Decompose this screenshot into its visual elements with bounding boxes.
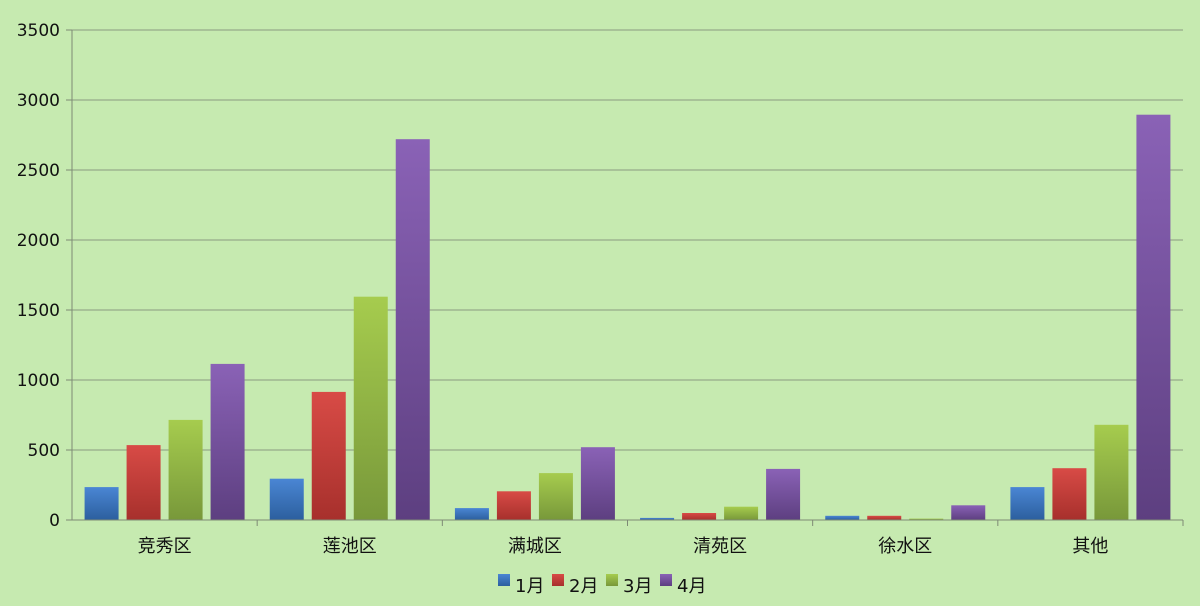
y-tick-label: 3000 bbox=[17, 91, 60, 111]
bar-1 bbox=[825, 515, 860, 520]
y-tick-label: 2000 bbox=[17, 231, 60, 251]
axes: 0 500 1000 1500 2000 2500 3000 3500 竞秀区 莲池区 满城区 清苑区… bbox=[17, 21, 1184, 557]
category-label: 莲池区 bbox=[323, 536, 377, 557]
bar-3 bbox=[538, 473, 573, 520]
legend-swatch bbox=[660, 574, 672, 586]
bar-2 bbox=[867, 515, 902, 520]
bar-4 bbox=[1136, 114, 1171, 520]
bar-1 bbox=[84, 487, 119, 520]
bar-3 bbox=[724, 506, 759, 520]
bar-3 bbox=[1094, 424, 1129, 520]
legend-swatch bbox=[606, 574, 618, 586]
legend-label: 4月 bbox=[677, 576, 706, 597]
category-label: 徐水区 bbox=[878, 536, 932, 557]
y-tick-label: 3500 bbox=[17, 21, 60, 41]
bar-4 bbox=[951, 505, 986, 520]
bars bbox=[84, 114, 1171, 520]
bar-2 bbox=[1052, 468, 1087, 520]
y-tick-label: 500 bbox=[28, 441, 60, 461]
legend-item: 1月 bbox=[498, 574, 544, 597]
grid-lines bbox=[72, 29, 1183, 451]
legend-label: 1月 bbox=[515, 576, 544, 597]
legend-label: 2月 bbox=[569, 576, 598, 597]
bar-4 bbox=[210, 363, 245, 520]
bar-1 bbox=[269, 478, 304, 520]
legend-item: 3月 bbox=[606, 574, 652, 597]
bar-4 bbox=[766, 468, 801, 520]
bar-1 bbox=[1010, 487, 1045, 520]
bar-3 bbox=[909, 518, 944, 520]
bar-2 bbox=[682, 513, 717, 520]
bar-4 bbox=[580, 447, 615, 520]
bar-4 bbox=[395, 139, 430, 520]
bar-2 bbox=[496, 491, 531, 520]
category-label: 满城区 bbox=[508, 536, 562, 557]
category-label: 清苑区 bbox=[693, 536, 747, 557]
legend-swatch bbox=[498, 574, 510, 586]
legend-label: 3月 bbox=[623, 576, 652, 597]
y-tick-label: 1500 bbox=[17, 301, 60, 321]
y-tick-label: 2500 bbox=[17, 161, 60, 181]
bar-1 bbox=[640, 517, 675, 520]
y-tick-label: 0 bbox=[49, 511, 60, 531]
bar-2 bbox=[311, 391, 346, 520]
legend-swatch bbox=[552, 574, 564, 586]
legend: 1月 2月 3月 4月 bbox=[498, 574, 706, 597]
y-tick-label: 1000 bbox=[17, 371, 60, 391]
category-label: 竞秀区 bbox=[138, 536, 192, 557]
bar-1 bbox=[454, 508, 489, 520]
legend-item: 4月 bbox=[660, 574, 706, 597]
bar-3 bbox=[353, 296, 388, 520]
bar-3 bbox=[168, 419, 203, 520]
category-label: 其他 bbox=[1072, 536, 1108, 557]
legend-item: 2月 bbox=[552, 574, 598, 597]
bar-2 bbox=[126, 445, 161, 520]
